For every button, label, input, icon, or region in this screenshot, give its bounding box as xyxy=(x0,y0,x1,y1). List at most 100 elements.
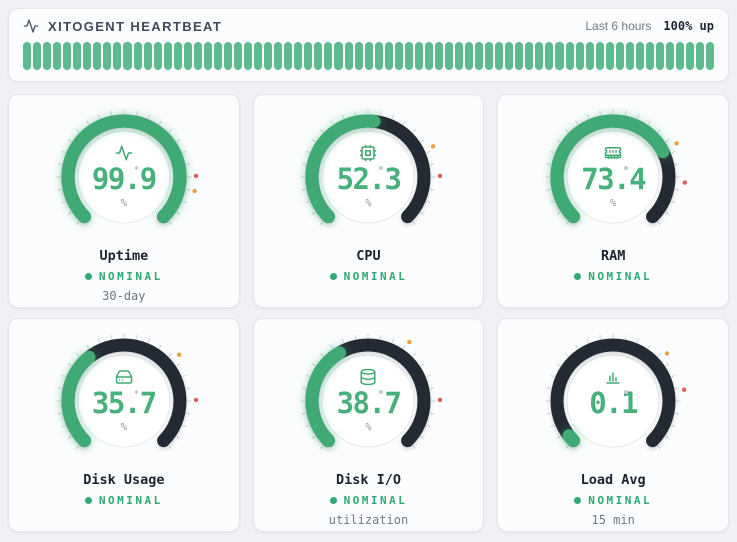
gauge-dial: 73.4 % xyxy=(530,103,696,239)
heartbeat-segment[interactable] xyxy=(434,42,443,70)
heartbeat-segment[interactable] xyxy=(304,42,313,70)
heartbeat-segment[interactable] xyxy=(696,42,705,70)
heartbeat-segment[interactable] xyxy=(294,42,303,70)
heartbeat-segment[interactable] xyxy=(143,42,152,70)
gauge-label: CPU xyxy=(356,248,381,264)
threshold-marker xyxy=(193,397,199,403)
heartbeat-segment[interactable] xyxy=(254,42,263,70)
heartbeat-segment[interactable] xyxy=(244,42,253,70)
heartbeat-segment[interactable] xyxy=(706,42,715,70)
threshold-marker xyxy=(664,351,670,356)
heartbeat-segment[interactable] xyxy=(274,42,283,70)
gauge-status: NOMINAL xyxy=(574,494,652,507)
heartbeat-segment[interactable] xyxy=(374,42,383,70)
heartbeat-segment[interactable] xyxy=(83,42,92,70)
gauge-card-cpu[interactable]: 52.3 % CPU NOMINAL xyxy=(252,94,485,308)
heartbeat-segment[interactable] xyxy=(625,42,634,70)
gauge-center: 0.1 xyxy=(563,368,663,434)
heartbeat-segment[interactable] xyxy=(495,42,504,70)
activity-icon xyxy=(23,18,39,34)
gauge-card-disk-usage[interactable]: 35.7 % Disk Usage NOMINAL xyxy=(8,318,240,532)
heartbeat-segment[interactable] xyxy=(23,42,32,70)
heartbeat-segment[interactable] xyxy=(314,42,323,70)
speck-dot xyxy=(134,166,139,170)
status-dot-icon xyxy=(329,273,337,281)
heartbeat-segment[interactable] xyxy=(475,42,484,70)
heartbeat-segment[interactable] xyxy=(545,42,554,70)
bar-chart-icon xyxy=(604,368,622,386)
gauge-center: 35.7 % xyxy=(74,368,174,434)
heartbeat-strip[interactable] xyxy=(23,42,715,70)
heartbeat-segment[interactable] xyxy=(334,42,343,70)
heartbeat-segment[interactable] xyxy=(223,42,232,70)
heartbeat-segment[interactable] xyxy=(173,42,182,70)
gauge-arc xyxy=(56,333,199,450)
heartbeat-segment[interactable] xyxy=(53,42,62,70)
heartbeat-segment[interactable] xyxy=(63,42,72,70)
heartbeat-segment[interactable] xyxy=(635,42,644,70)
heartbeat-segment[interactable] xyxy=(33,42,42,70)
hard-drive-icon xyxy=(115,368,133,386)
heartbeat-segment[interactable] xyxy=(183,42,192,70)
heartbeat-segment[interactable] xyxy=(465,42,474,70)
gauge-card-ram[interactable]: 73.4 % RAM NOMINAL xyxy=(497,94,729,308)
gauge-label: Disk I/O xyxy=(335,472,401,488)
heartbeat-segment[interactable] xyxy=(455,42,464,70)
uptime-percent-label: 100% up xyxy=(663,19,714,33)
gauge-unit: % xyxy=(365,198,372,209)
status-text: NOMINAL xyxy=(343,270,408,284)
heartbeat-segment[interactable] xyxy=(595,42,604,70)
heartbeat-segment[interactable] xyxy=(555,42,564,70)
heartbeat-segment[interactable] xyxy=(666,42,675,70)
status-text: NOMINAL xyxy=(98,494,163,508)
heartbeat-segment[interactable] xyxy=(133,42,142,70)
heartbeat-segment[interactable] xyxy=(525,42,534,70)
heartbeat-segment[interactable] xyxy=(123,42,132,70)
gauge-unit: % xyxy=(120,198,127,209)
heartbeat-segment[interactable] xyxy=(93,42,102,70)
heartbeat-segment[interactable] xyxy=(354,42,363,70)
heartbeat-segment[interactable] xyxy=(615,42,624,70)
heartbeat-segment[interactable] xyxy=(284,42,293,70)
gauge-card-load-avg[interactable]: 0.1 Load Avg NOMINAL 15 min xyxy=(497,318,729,532)
heartbeat-segment[interactable] xyxy=(645,42,654,70)
heartbeat-segment[interactable] xyxy=(505,42,514,70)
heartbeat-segment[interactable] xyxy=(163,42,172,70)
heartbeat-segment[interactable] xyxy=(605,42,614,70)
heartbeat-segment[interactable] xyxy=(535,42,544,70)
heartbeat-segment[interactable] xyxy=(384,42,393,70)
gauge-label: Load Avg xyxy=(580,472,646,488)
heartbeat-segment[interactable] xyxy=(264,42,273,70)
heartbeat-segment[interactable] xyxy=(394,42,403,70)
speck-dot xyxy=(134,390,139,394)
heartbeat-segment[interactable] xyxy=(203,42,212,70)
heartbeat-segment[interactable] xyxy=(324,42,333,70)
heartbeat-segment[interactable] xyxy=(153,42,162,70)
heartbeat-segment[interactable] xyxy=(575,42,584,70)
heartbeat-header-row: XITOGENT HEARTBEAT Last 6 hours 100% up xyxy=(23,18,714,34)
heartbeat-segment[interactable] xyxy=(193,42,202,70)
heartbeat-segment[interactable] xyxy=(686,42,695,70)
heartbeat-segment[interactable] xyxy=(73,42,82,70)
heartbeat-segment[interactable] xyxy=(655,42,664,70)
heartbeat-segment[interactable] xyxy=(43,42,52,70)
heartbeat-segment[interactable] xyxy=(364,42,373,70)
heartbeat-segment[interactable] xyxy=(414,42,423,70)
heartbeat-segment[interactable] xyxy=(565,42,574,70)
heartbeat-segment[interactable] xyxy=(444,42,454,70)
heartbeat-segment[interactable] xyxy=(103,42,112,70)
heartbeat-segment[interactable] xyxy=(404,42,413,70)
heartbeat-segment[interactable] xyxy=(424,42,433,70)
gauge-card-uptime[interactable]: 99.9 % Uptime NOMINAL 30-day xyxy=(8,94,240,308)
heartbeat-segment[interactable] xyxy=(485,42,494,70)
heartbeat-segment[interactable] xyxy=(344,42,353,70)
heartbeat-segment[interactable] xyxy=(515,42,524,70)
heartbeat-segment[interactable] xyxy=(213,42,222,70)
heartbeat-segment[interactable] xyxy=(585,42,594,70)
heartbeat-segment[interactable] xyxy=(676,42,685,70)
heartbeat-segment[interactable] xyxy=(113,42,122,70)
gauge-card-disk-i-o[interactable]: 38.7 % Disk I/O NOMINAL utilization xyxy=(252,318,485,532)
heartbeat-segment[interactable] xyxy=(233,42,243,70)
speck-dot xyxy=(624,390,628,394)
panel-title: XITOGENT HEARTBEAT xyxy=(48,18,223,34)
